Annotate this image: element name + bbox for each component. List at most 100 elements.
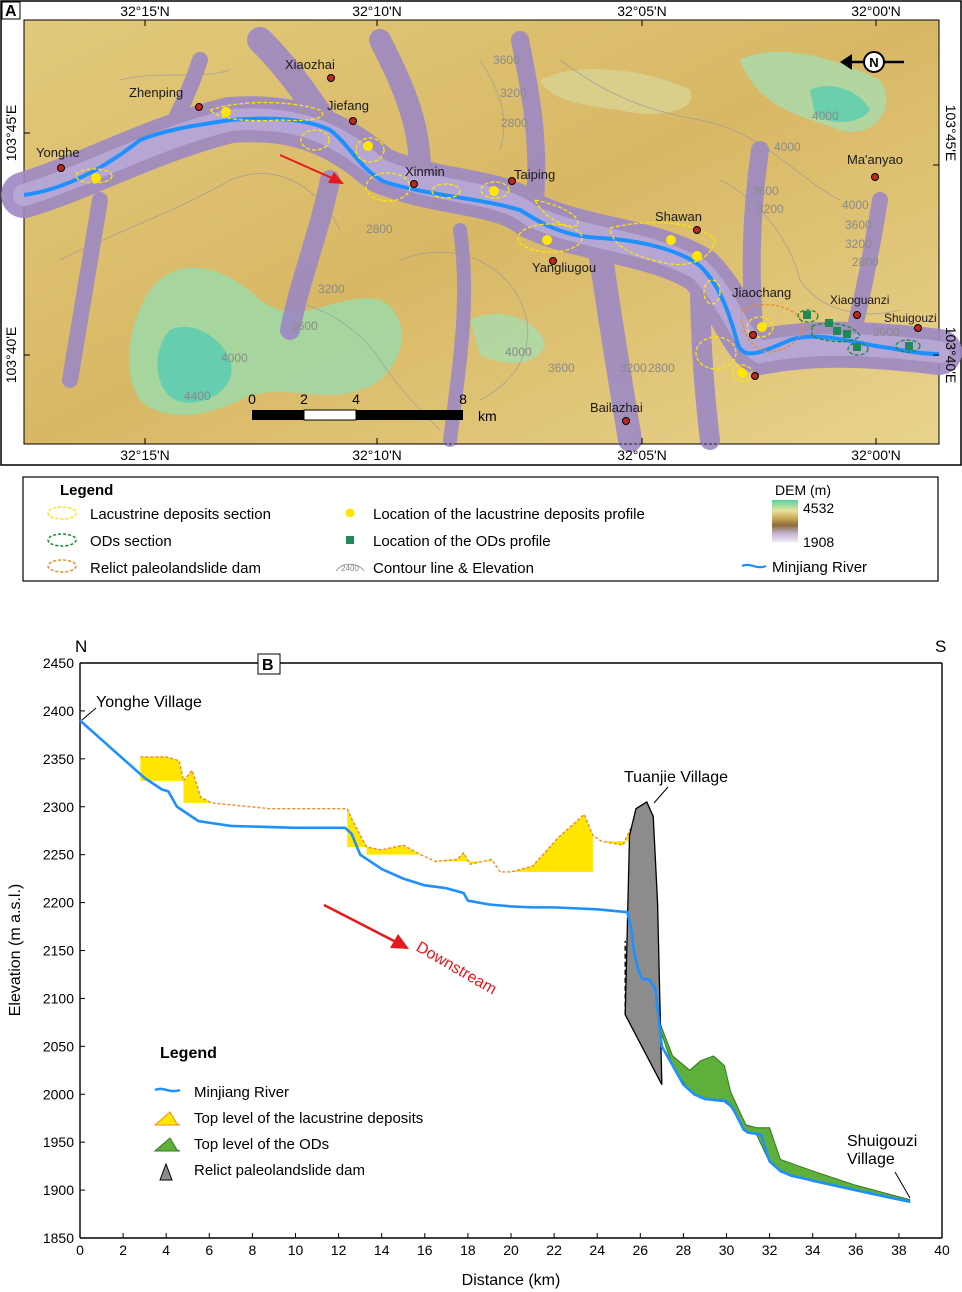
x-tick-label: 10: [288, 1242, 304, 1258]
ods-profile-points: [803, 311, 913, 351]
contour-label: 3200: [318, 282, 345, 296]
lat-tick-bottom: 32°05'N: [617, 447, 667, 463]
legend-item-ods-profile: Location of the ODs profile: [373, 533, 551, 550]
contour-label: 2800: [648, 361, 675, 375]
x-tick-label: 18: [460, 1242, 476, 1258]
north-symbol: N: [869, 55, 878, 70]
x-tick-label: 4: [162, 1242, 170, 1258]
y-ticks: 1850 1900 1950 2000 2050 2100 2150 2200 2250 2300…: [43, 655, 85, 1246]
minjiang-river-map: [23, 116, 940, 356]
village-label-shuigouzi: Shuigouzi: [884, 311, 937, 325]
lat-tick-top: 32°10'N: [352, 3, 402, 19]
contour-label: 3200: [620, 361, 647, 375]
flow-arrow-map: [279, 154, 344, 184]
contour-label: 2800: [366, 222, 393, 236]
lon-tick-left: 103°40'E: [3, 327, 19, 384]
legend-b-title: Legend: [160, 1045, 217, 1062]
contour-label: 4000: [842, 198, 869, 212]
minjiang-river-profile: [79, 719, 910, 1203]
village-label-zhenping: Zhenping: [129, 85, 183, 100]
legend-lacustrine-point-symbol: [345, 508, 355, 518]
legend-lacustrine-section-symbol: [47, 506, 77, 520]
scale-unit: km: [478, 408, 497, 424]
x-tick-label: 34: [805, 1242, 821, 1258]
legend-a-title: Legend: [60, 482, 113, 499]
scale-tick: 2: [300, 391, 308, 407]
legend-dem-min: 1908: [803, 534, 834, 550]
contour-label: 4000: [221, 351, 248, 365]
village-label-xiaoguanzi: Xiaoguanzi: [830, 293, 889, 307]
annotation-yonghe: Yonghe Village: [96, 694, 202, 711]
contour-label: 3600: [291, 319, 318, 333]
village-label-maanyao: Ma'anyao: [847, 152, 903, 167]
y-tick-label: 1900: [43, 1182, 74, 1198]
legend-dem-title: DEM (m): [775, 482, 831, 498]
legend-contour-sample: 2400: [341, 564, 359, 573]
contour-label: 2000: [873, 325, 900, 339]
legend-b-lacustrine-symbol: [153, 1111, 181, 1126]
y-tick-label: 2100: [43, 990, 74, 1006]
village-label-shawan: Shawan: [655, 209, 702, 224]
lat-tick-bottom: 32°00'N: [851, 447, 901, 463]
legend-ods-point-symbol: [346, 536, 354, 544]
x-tick-label: 14: [374, 1242, 390, 1258]
contour-label: 4000: [505, 345, 532, 359]
legend-b-river-symbol: [154, 1087, 181, 1093]
panel-b-chart: N S B 0 2 4 6 8 10 12 14 16 18 20 22 24 26 28 30 32 34 36 3…: [7, 637, 950, 1289]
contour-label: 3600: [752, 184, 779, 198]
legend-b-river: Minjiang River: [194, 1084, 289, 1101]
north-label: N: [75, 637, 87, 656]
lon-tick-right: 103°45'E: [943, 105, 959, 162]
annotation-tuanjie: Tuanjie Village: [624, 769, 728, 786]
lat-tick-bottom: 32°10'N: [352, 447, 402, 463]
legend-b: Legend Minjiang River Top level of the l…: [153, 1045, 423, 1181]
y-tick-label: 2050: [43, 1038, 74, 1054]
series-layer: [79, 719, 911, 1204]
lat-tick-top: 32°05'N: [617, 3, 667, 19]
relict-dam-outline: [741, 304, 804, 353]
annotation-shuigouzi-line: Shuigouzi: [847, 1133, 917, 1150]
y-tick-label: 2250: [43, 847, 74, 863]
village-label-jiefang: Jiefang: [327, 98, 369, 113]
lacustrine-sections: [75, 101, 774, 382]
legend-dem-max: 4532: [803, 500, 834, 516]
lon-tick-right: 103°40'E: [943, 327, 959, 384]
y-tick-label: 2350: [43, 751, 74, 767]
legend-item-contour: Contour line & Elevation: [373, 560, 534, 577]
south-label: S: [935, 637, 946, 656]
legend-a: Legend Lacustrine deposits section ODs s…: [22, 476, 939, 582]
dem-color-ramp: [772, 500, 798, 542]
y-tick-label: 2000: [43, 1086, 74, 1102]
panel-b-label: B: [262, 657, 274, 674]
legend-item-lacustrine-section: Lacustrine deposits section: [90, 506, 271, 523]
relict-paleolandslide-dam: [624, 801, 663, 1085]
legend-b-ods-symbol: [153, 1137, 181, 1152]
downstream-arrow: [323, 903, 409, 949]
contour-label: 2800: [852, 255, 879, 269]
x-axis-label: Distance (km): [462, 1272, 561, 1289]
north-arrow: N: [840, 51, 904, 73]
x-tick-label: 30: [719, 1242, 735, 1258]
legend-ods-section-symbol: [47, 533, 77, 547]
y-tick-label: 1850: [43, 1230, 74, 1246]
contour-label: 4400: [184, 389, 211, 403]
legend-contour-symbol: 2400: [335, 563, 365, 573]
annotation-shuigouzi: Shuigouzi Village: [847, 1133, 917, 1168]
lacustrine-fill: [140, 756, 184, 781]
contour-label: 4000: [774, 140, 801, 154]
legend-b-lacustrine: Top level of the lacustrine deposits: [194, 1110, 423, 1127]
village-markers: [57, 74, 922, 425]
contour-label: 3200: [500, 86, 527, 100]
highland-patch: [540, 69, 692, 114]
x-tick-label: 26: [633, 1242, 649, 1258]
village-label-taiping: Taiping: [514, 167, 555, 182]
legend-item-river: Minjiang River: [772, 559, 867, 576]
x-tick-label: 36: [848, 1242, 864, 1258]
lacustrine-top-level: [140, 756, 648, 873]
panel-a-map: Yonghe Zhenping Xiaozhai Jiefang Xinmin …: [0, 0, 962, 466]
village-label-yonghe: Yonghe: [36, 145, 80, 160]
lacustrine-fill: [366, 845, 421, 855]
x-tick-label: 8: [249, 1242, 257, 1258]
scale-tick: 0: [248, 391, 256, 407]
